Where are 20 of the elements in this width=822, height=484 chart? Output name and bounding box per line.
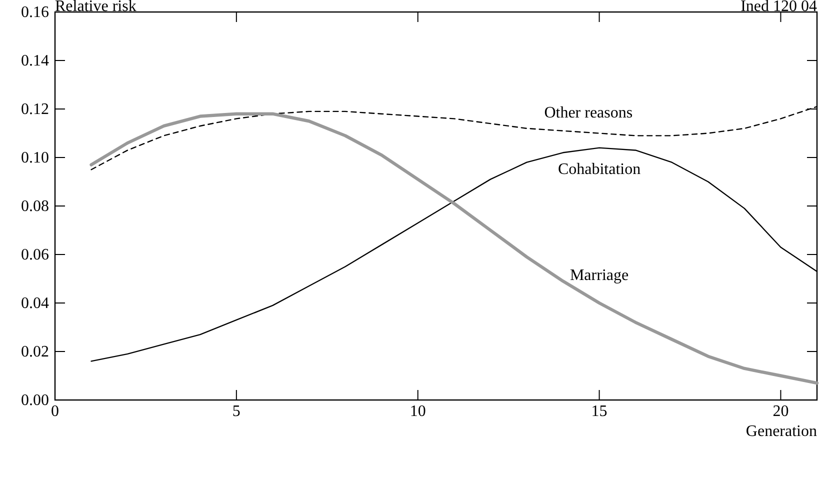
x-tick-label: 15 bbox=[591, 403, 608, 420]
x-tick-label: 5 bbox=[232, 403, 240, 420]
x-tick-label: 20 bbox=[772, 403, 789, 420]
y-tick-label: 0.02 bbox=[21, 344, 49, 360]
y-tick-label: 0.06 bbox=[21, 246, 49, 264]
y-tick-label: 0.00 bbox=[21, 392, 49, 409]
y-tick-label: 0.10 bbox=[21, 150, 49, 166]
y-tick-label: 0.04 bbox=[21, 295, 49, 312]
y-tick-label: 0.14 bbox=[21, 52, 49, 70]
series-label: Marriage bbox=[570, 267, 629, 284]
series-label: Cohabitation bbox=[558, 160, 641, 178]
x-tick-label: 10 bbox=[410, 403, 426, 420]
y-tick-label: 0.12 bbox=[21, 101, 49, 118]
y-axis-title: Relative risk bbox=[55, 0, 136, 15]
y-tick-label: 0.08 bbox=[21, 198, 49, 215]
x-tick-label: 0 bbox=[51, 403, 59, 420]
x-axis-title: Generation bbox=[746, 423, 817, 440]
annotation: Ined 120 04 bbox=[740, 0, 817, 15]
series-label: Other reasons bbox=[544, 104, 633, 122]
y-tick-label: 0.16 bbox=[21, 4, 49, 21]
